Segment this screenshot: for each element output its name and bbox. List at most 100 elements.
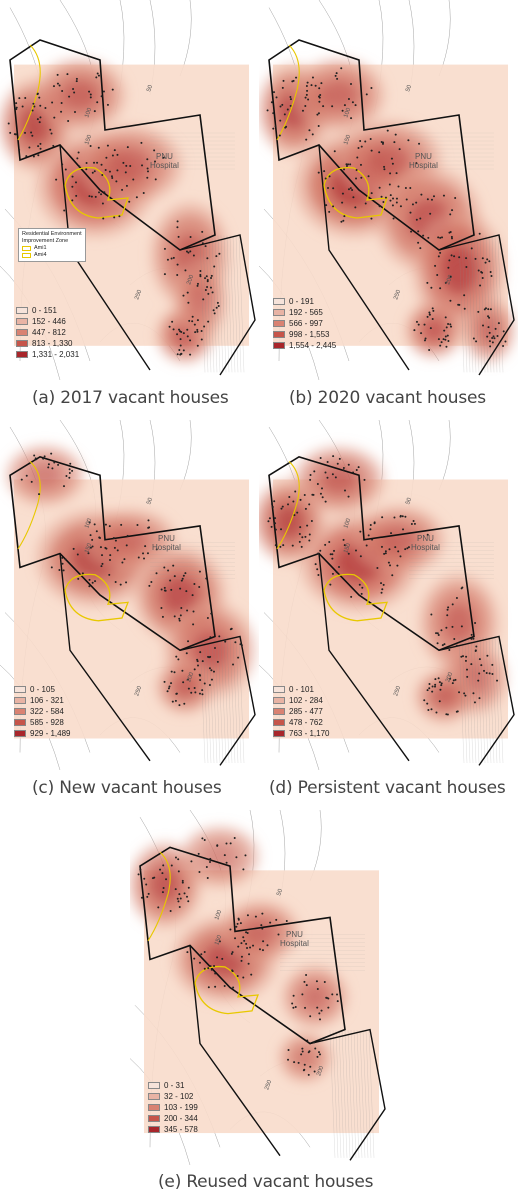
improvement-zone-ami4 (17, 44, 41, 141)
vacant-house-dot (486, 335, 489, 338)
vacant-house-dot (99, 546, 102, 549)
caption-e: (e) Reused vacant houses (158, 1172, 374, 1192)
vacant-house-dot (217, 305, 220, 308)
vacant-house-dot (196, 330, 199, 333)
hotspot-core (319, 79, 359, 111)
grid-line (220, 235, 227, 373)
vacant-house-dot (393, 141, 396, 144)
vacant-house-dot (121, 188, 124, 191)
vacant-house-dot (97, 74, 100, 77)
vacant-house-dot (363, 478, 366, 481)
vacant-house-dot (309, 474, 312, 477)
vacant-house-dot (343, 215, 346, 218)
vacant-house-dot (89, 546, 92, 549)
vacant-house-dot (389, 199, 392, 202)
vacant-house-dot (153, 876, 156, 879)
vacant-house-dot (319, 492, 322, 495)
contour-label: 50 (146, 84, 154, 93)
vacant-house-dot (28, 146, 31, 149)
vacant-house-dot (31, 109, 34, 112)
vacant-house-dot (171, 700, 174, 703)
vacant-house-dot (172, 256, 175, 259)
vacant-house-dot (56, 82, 59, 85)
map-panel-e: 100 50 150 200 250 PNU Hospital 0 - 31 32 - 1… (130, 810, 389, 1203)
vacant-house-dot (395, 197, 398, 200)
vacant-house-dot (428, 311, 431, 314)
grid-line (461, 636, 468, 764)
vacant-house-dot (166, 258, 169, 261)
vacant-house-dot (60, 102, 63, 105)
vacant-house-dot (378, 186, 381, 189)
vacant-house-dot (89, 534, 92, 537)
vacant-house-dot (188, 319, 191, 322)
grid-line (208, 235, 215, 373)
vacant-house-dot (213, 312, 216, 315)
vacant-house-dot (306, 81, 309, 84)
vacant-house-dot (292, 1006, 295, 1009)
vacant-house-dot (76, 553, 79, 556)
vacant-house-dot (229, 928, 232, 931)
vacant-house-dot (347, 552, 350, 555)
vacant-house-dot (182, 332, 185, 335)
hotspot-core (442, 602, 476, 643)
vacant-house-dot (381, 516, 384, 519)
vacant-house-dot (186, 335, 189, 338)
vacant-house-dot (272, 127, 275, 130)
road-boundary (318, 553, 515, 766)
vacant-house-dot (477, 269, 480, 272)
vacant-house-dot (30, 131, 33, 134)
vacant-house-dot (74, 181, 77, 184)
vacant-house-dot (18, 148, 21, 151)
density-legend-d: 0 - 101 102 - 284 285 - 477 478 - 762 76… (273, 684, 329, 739)
vacant-house-points (266, 67, 507, 351)
vacant-house-dot (176, 897, 179, 900)
vacant-house-dot (350, 595, 353, 598)
vacant-house-dot (405, 198, 408, 201)
vacant-house-dot (179, 897, 182, 900)
vacant-house-dot (419, 217, 422, 220)
vacant-house-dot (191, 320, 194, 323)
vacant-house-dot (449, 323, 452, 326)
vacant-house-dot (229, 842, 232, 845)
vacant-house-dot (206, 257, 209, 260)
vacant-house-dot (186, 609, 189, 612)
vacant-house-dot (333, 150, 336, 153)
vacant-house-dot (20, 478, 23, 481)
vacant-house-dot (43, 455, 46, 458)
vacant-house-dot (287, 1049, 290, 1052)
vacant-house-dot (121, 561, 124, 564)
vacant-house-dot (216, 301, 219, 304)
vacant-house-dot (304, 105, 307, 108)
legend-swatch (148, 1093, 160, 1100)
vacant-house-dot (189, 339, 192, 342)
vacant-house-dot (110, 175, 113, 178)
vacant-house-dot (189, 250, 192, 253)
vacant-house-dot (352, 471, 355, 474)
vacant-house-dot (437, 677, 440, 680)
building-grid (280, 934, 375, 1158)
hotspot-core (203, 843, 237, 870)
vacant-house-dot (72, 547, 75, 550)
vacant-house-dot (318, 100, 321, 103)
vacant-house-dot (108, 525, 111, 528)
legend-swatch (16, 340, 28, 347)
vacant-house-dot (272, 112, 275, 115)
road-boundary (189, 945, 386, 1161)
grid-line (470, 636, 477, 764)
vacant-house-dot (205, 275, 208, 278)
vacant-house-dot (464, 659, 467, 662)
vacant-house-dot (310, 84, 313, 87)
vacant-house-dot (61, 163, 64, 166)
vacant-house-dot (262, 940, 265, 943)
vacant-house-dot (320, 487, 323, 490)
vacant-house-dot (440, 682, 443, 685)
vacant-house-dot (175, 655, 178, 658)
vacant-house-dot (38, 493, 41, 496)
grid-line (235, 235, 242, 373)
vacant-house-dot (96, 72, 99, 75)
hotspot-core (421, 317, 447, 343)
vacant-house-dot (342, 538, 345, 541)
vacant-house-dot (187, 301, 190, 304)
vacant-house-dot (482, 669, 485, 672)
vacant-house-dot (312, 493, 315, 496)
